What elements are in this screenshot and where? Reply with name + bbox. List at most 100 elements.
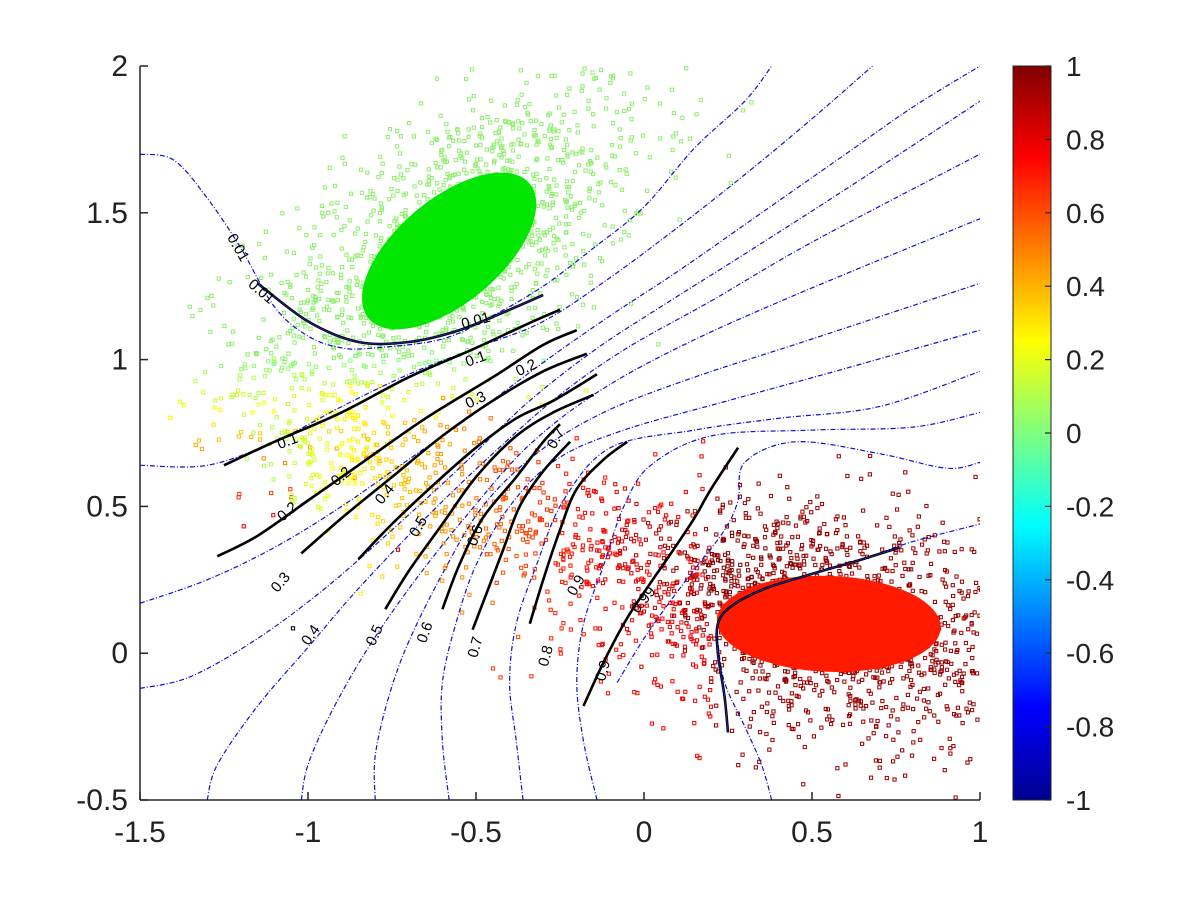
scatter-point — [447, 174, 452, 179]
scatter-point — [520, 524, 525, 529]
scatter-point — [291, 250, 297, 255]
scatter-point — [740, 585, 745, 590]
scatter-point — [358, 470, 363, 476]
scatter-point — [502, 103, 507, 108]
scatter-point — [511, 121, 516, 126]
scatter-point — [568, 563, 573, 568]
scatter-point — [969, 547, 974, 552]
scatter-point — [271, 356, 277, 361]
scatter-point — [718, 510, 723, 515]
scatter-point — [744, 562, 750, 567]
scatter-point — [843, 762, 848, 767]
scatter-point — [949, 661, 954, 666]
scatter-point — [612, 551, 617, 556]
scatter-point — [561, 566, 566, 571]
scatter-point — [547, 111, 552, 116]
scatter-point — [591, 34, 594, 37]
scatter-point — [965, 593, 971, 599]
scatter-point — [528, 527, 533, 532]
scatter-point — [553, 215, 558, 220]
scatter-point — [618, 642, 624, 647]
scatter-point — [626, 233, 631, 238]
scatter-point — [330, 271, 335, 276]
scatter-point — [344, 380, 350, 385]
scatter-point — [767, 553, 772, 558]
scatter-point — [261, 463, 267, 468]
scatter-point — [835, 546, 840, 551]
scatter-point — [734, 689, 739, 695]
scatter-point — [282, 290, 287, 296]
scatter-point — [361, 451, 367, 456]
scatter-point — [565, 185, 570, 190]
scatter-point — [243, 366, 248, 371]
scatter-point — [447, 315, 452, 320]
scatter-point — [600, 580, 605, 586]
scatter-point — [549, 636, 554, 641]
scatter-point — [553, 247, 558, 252]
scatter-point — [746, 553, 751, 559]
scatter-point — [896, 492, 901, 497]
scatter-point — [624, 626, 630, 632]
scatter-point — [657, 136, 663, 141]
scatter-point — [433, 470, 438, 475]
scatter-point — [295, 206, 300, 211]
scatter-point — [691, 591, 697, 597]
scatter-point — [789, 555, 794, 561]
scatter-point — [752, 581, 757, 586]
scatter-point — [567, 554, 573, 559]
scatter-point — [918, 737, 923, 742]
scatter-point — [684, 66, 689, 71]
scatter-point — [997, 661, 1000, 664]
scatter-point — [1005, 628, 1008, 631]
scatter-point — [539, 261, 544, 266]
scatter-point — [576, 324, 581, 329]
scatter-point — [595, 18, 598, 21]
scatter-point — [479, 135, 484, 140]
scatter-point — [346, 315, 351, 320]
scatter-point — [991, 680, 994, 683]
scatter-point — [542, 253, 548, 258]
scatter-point — [401, 176, 406, 181]
scatter-point — [365, 170, 370, 175]
scatter-point — [441, 541, 446, 546]
scatter-point — [775, 540, 780, 546]
scatter-point — [395, 177, 400, 182]
scatter-point — [620, 605, 625, 610]
scatter-point — [330, 298, 335, 303]
scatter-point — [655, 652, 660, 657]
scatter-point — [355, 413, 360, 418]
scatter-point — [363, 447, 368, 452]
scatter-point — [681, 634, 686, 640]
scatter-point — [1003, 675, 1006, 678]
scatter-point — [600, 203, 605, 208]
scatter-point — [474, 397, 480, 402]
scatter-point — [819, 501, 825, 507]
scatter-point — [218, 396, 224, 401]
scatter-point — [950, 583, 955, 588]
scatter-point — [667, 536, 672, 541]
scatter-point — [522, 105, 528, 110]
scatter-point — [948, 606, 953, 612]
scatter-point — [695, 577, 700, 582]
scatter-point — [755, 570, 760, 575]
contour-layer — [140, 66, 980, 800]
scatter-point — [626, 498, 631, 503]
scatter-point — [589, 558, 594, 563]
scatter-point — [973, 474, 978, 480]
scatter-point — [362, 420, 367, 425]
scatter-point — [771, 720, 776, 726]
scatter-point — [827, 714, 832, 719]
scatter-point — [542, 204, 547, 209]
scatter-point — [490, 666, 496, 671]
scatter-point — [1080, 671, 1083, 674]
scatter-point — [343, 294, 349, 300]
scatter-point — [489, 486, 494, 491]
scatter-point — [503, 269, 508, 274]
scatter-point — [385, 406, 391, 411]
scatter-point — [926, 700, 931, 705]
scatter-point — [947, 736, 952, 741]
scatter-point — [310, 446, 315, 452]
scatter-point — [302, 377, 307, 382]
scatter-point — [672, 613, 677, 618]
scatter-point — [504, 312, 509, 317]
